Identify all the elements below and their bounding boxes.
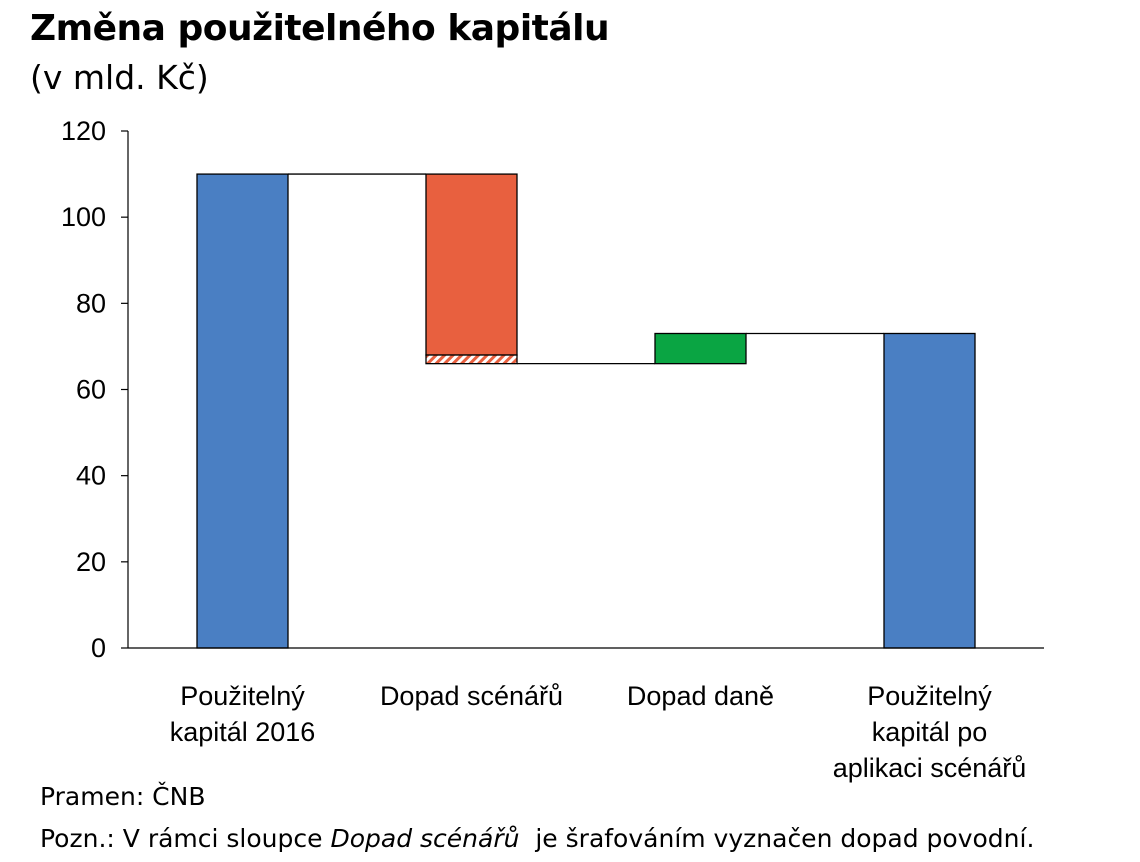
category-label: Dopad scénářů [380,681,563,711]
source-text: Pramen: ČNB [40,782,206,811]
y-tick-label: 20 [76,547,106,577]
bar-decrease-hatched [425,354,518,365]
category-label: Použitelný kapitál po aplikaci scénářů [833,681,1027,783]
chart-subtitle: (v mld. Kč) [30,58,209,97]
note-suffix: je šrafováním vyznačen dopad povodní. [519,824,1035,853]
category-label-line: kapitál 2016 [170,717,316,747]
category-label-line: kapitál po [872,717,988,747]
bar-decrease [425,173,518,356]
category-label-line: aplikaci scénářů [833,753,1027,783]
y-tick-label: 100 [61,202,106,232]
chart-title: Změna použitelného kapitálu [30,8,610,49]
bars [196,173,976,649]
waterfall-chart: 0 20 40 60 80 100 120 Použitelný kapitál 2016 Do… [61,116,1044,783]
bar-increase [654,332,747,365]
category-label: Dopad daně [627,681,774,711]
note-italic: Dopad scénářů [330,824,520,853]
category-label: Použitelný kapitál 2016 [170,681,316,747]
y-tick-label: 40 [76,461,106,491]
note-text: Pozn.: V rámci sloupce Dopad scénářů je … [40,824,1034,853]
y-tick-label: 0 [91,633,106,663]
connector-lines [288,173,884,365]
category-label-line: Dopad scénářů [380,681,563,711]
y-tick-label: 60 [76,375,106,405]
y-tick-label: 80 [76,288,106,318]
category-labels: Použitelný kapitál 2016 Dopad scénářů Dopad… [170,681,1027,783]
note-prefix: Pozn.: V rámci sloupce [40,824,331,853]
category-label-line: Použitelný [180,681,305,711]
y-axis: 0 20 40 60 80 100 120 [61,116,129,663]
y-tick-label: 120 [61,116,106,146]
bar-total [196,173,289,649]
category-label-line: Dopad daně [627,681,774,711]
bar-total [883,332,976,649]
category-label-line: Použitelný [867,681,992,711]
